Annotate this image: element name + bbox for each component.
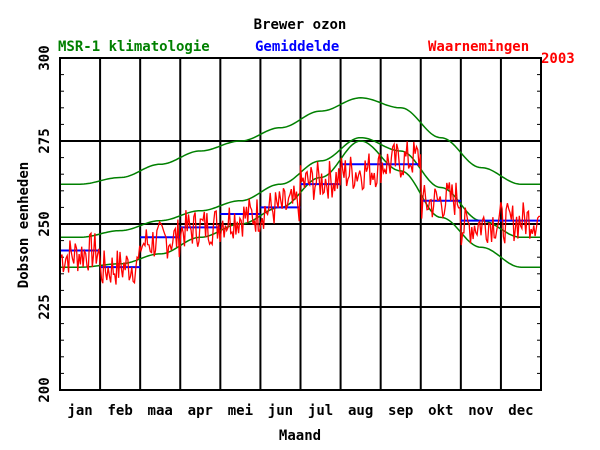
- x-tick-label: maa: [148, 403, 173, 419]
- y-tick-label: 200: [37, 377, 53, 402]
- x-tick-label: sep: [388, 403, 413, 419]
- climatology-upper-line: [60, 97, 541, 185]
- x-tick-label: feb: [107, 403, 132, 419]
- x-tick-label: okt: [428, 403, 453, 419]
- x-tick-label: dec: [508, 403, 533, 419]
- y-axis-label: Dobson eenheden: [16, 162, 32, 288]
- chart-title: Brewer ozon: [254, 17, 347, 33]
- x-axis-label: Maand: [279, 428, 321, 444]
- x-tick-label: nov: [468, 403, 493, 419]
- y-tick-label: 300: [37, 45, 53, 70]
- year-label: 2003: [541, 51, 575, 67]
- legend-climatology: MSR-1 klimatologie: [58, 39, 210, 55]
- y-tick-label: 250: [37, 211, 53, 236]
- x-tick-label: jul: [308, 403, 333, 419]
- x-tick-label: apr: [188, 403, 213, 419]
- daily-observations-line: [60, 141, 541, 285]
- y-tick-label: 225: [37, 294, 53, 319]
- x-tick-label: aug: [348, 403, 373, 419]
- legend-observations: Waarnemingen: [428, 39, 529, 55]
- x-tick-label: jan: [67, 403, 92, 419]
- x-tick-label: jun: [268, 403, 293, 419]
- legend-average: Gemiddelde: [255, 39, 339, 55]
- y-tick-label: 275: [37, 128, 53, 153]
- plot-area: 200 225 250 275 300 jan feb maa apr mei jun jul aug s…: [37, 45, 542, 419]
- plot-frame: [59, 57, 542, 391]
- x-tick-label: mei: [228, 403, 253, 419]
